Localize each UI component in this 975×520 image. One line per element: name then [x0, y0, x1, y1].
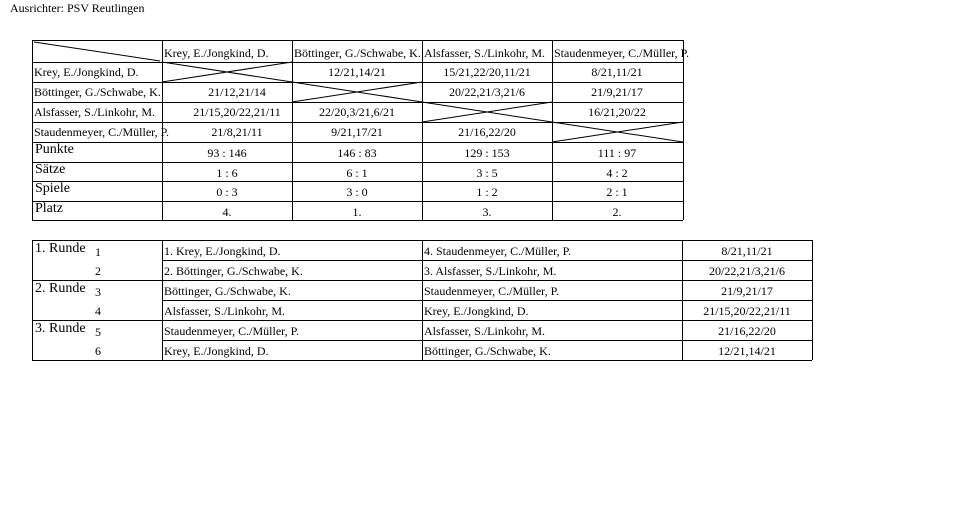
- summary-label: Platz: [35, 201, 63, 216]
- column-header: Staudenmeyer, C./Müller, P.: [554, 46, 690, 60]
- game-number: 4: [95, 304, 101, 318]
- round-label: 2. Runde: [35, 281, 86, 296]
- cross-out: [421, 101, 553, 123]
- result-cell: 9/21,17/21: [331, 125, 383, 139]
- home-team: Alsfasser, S./Linkohr, M.: [164, 304, 286, 318]
- summary-label: Sätze: [35, 162, 66, 177]
- game-score: 12/21,14/21: [718, 344, 776, 358]
- round-label: 1. Runde: [35, 241, 86, 256]
- summary-value: 146 : 83: [337, 146, 377, 160]
- summary-value: 6 : 1: [346, 166, 368, 180]
- summary-value: 3 : 0: [346, 185, 368, 199]
- away-team: 3. Alsfasser, S./Linkohr, M.: [424, 264, 557, 278]
- summary-value: 1 : 2: [476, 185, 498, 199]
- summary-value: 3 : 5: [476, 166, 498, 180]
- result-cell: 12/21,14/21: [328, 65, 386, 79]
- row-header: Alsfasser, S./Linkohr, M.: [34, 105, 156, 119]
- cross-out: [551, 121, 684, 143]
- summary-value: 1.: [352, 205, 362, 219]
- result-cell: 21/15,20/22,21/11: [193, 105, 281, 119]
- away-team: Krey, E./Jongkind, D.: [424, 304, 529, 318]
- away-team: 4. Staudenmeyer, C./Müller, P.: [424, 244, 572, 258]
- organizer-label: Ausrichter: PSV Reutlingen: [10, 1, 145, 15]
- cross-out: [161, 61, 293, 83]
- result-cell: 16/21,20/22: [588, 105, 646, 119]
- row-header: Staudenmeyer, C./Müller, P.: [34, 125, 170, 139]
- result-cell: 21/12,21/14: [208, 85, 266, 99]
- result-cell: 21/16,22/20: [458, 125, 516, 139]
- summary-value: 129 : 153: [464, 146, 510, 160]
- result-cell: 21/8,21/11: [211, 125, 263, 139]
- game-number: 2: [95, 264, 101, 278]
- home-team: 1. Krey, E./Jongkind, D.: [164, 244, 281, 258]
- column-header: Krey, E./Jongkind, D.: [164, 46, 269, 60]
- game-score: 20/22,21/3,21/6: [708, 264, 785, 278]
- game-score: 8/21,11/21: [721, 244, 773, 258]
- game-number: 3: [95, 285, 101, 299]
- summary-value: 3.: [482, 205, 492, 219]
- summary-value: 4 : 2: [606, 166, 628, 180]
- result-cell: 15/21,22/20,11/21: [443, 65, 531, 79]
- row-header: Krey, E./Jongkind, D.: [34, 65, 139, 79]
- summary-value: 111 : 97: [597, 146, 637, 160]
- cross-out: [291, 81, 423, 103]
- away-team: Alsfasser, S./Linkohr, M.: [424, 324, 546, 338]
- cross-out: [291, 81, 423, 103]
- home-team: 2. Böttinger, G./Schwabe, K.: [164, 264, 303, 278]
- column-header: Böttinger, G./Schwabe, K.: [294, 46, 421, 60]
- summary-value: 0 : 3: [216, 185, 238, 199]
- summary-value: 93 : 146: [207, 146, 247, 160]
- summary-value: 4.: [222, 205, 232, 219]
- home-team: Böttinger, G./Schwabe, K.: [164, 284, 291, 298]
- column-header: Alsfasser, S./Linkohr, M.: [424, 46, 546, 60]
- header-diagonal: [33, 41, 161, 62]
- summary-value: 1 : 6: [216, 166, 238, 180]
- game-number: 1: [95, 245, 101, 259]
- game-score: 21/15,20/22,21/11: [703, 304, 791, 318]
- cross-out: [421, 101, 553, 123]
- result-cell: 22/20,3/21,6/21: [318, 105, 395, 119]
- home-team: Staudenmeyer, C./Müller, P.: [164, 324, 300, 338]
- result-cell: 20/22,21/3,21/6: [448, 85, 525, 99]
- round-label: 3. Runde: [35, 321, 86, 336]
- game-score: 21/9,21/17: [721, 284, 773, 298]
- summary-value: 2 : 1: [606, 185, 628, 199]
- result-cell: 8/21,11/21: [591, 65, 643, 79]
- cross-out: [161, 61, 293, 83]
- away-team: Staudenmeyer, C./Müller, P.: [424, 284, 560, 298]
- away-team: Böttinger, G./Schwabe, K.: [424, 344, 551, 358]
- summary-value: 2.: [612, 205, 622, 219]
- summary-label: Spiele: [35, 181, 70, 196]
- home-team: Krey, E./Jongkind, D.: [164, 344, 269, 358]
- game-number: 6: [95, 344, 101, 358]
- cross-out: [551, 121, 684, 143]
- row-header: Böttinger, G./Schwabe, K.: [34, 85, 161, 99]
- result-cell: 21/9,21/17: [591, 85, 643, 99]
- summary-label: Punkte: [35, 142, 74, 157]
- game-number: 5: [95, 325, 101, 339]
- game-score: 21/16,22/20: [718, 324, 776, 338]
